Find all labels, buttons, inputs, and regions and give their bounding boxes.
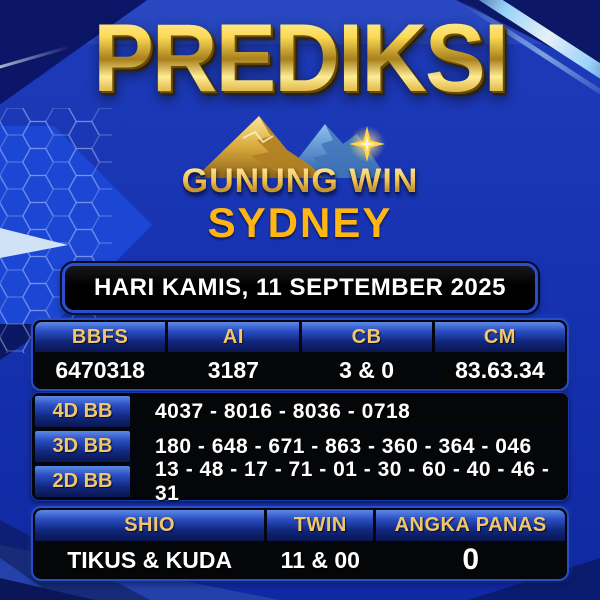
date-banner: HARI KAMIS, 11 SEPTEMBER 2025 bbox=[62, 263, 538, 313]
row-value-4d: 4037 - 8016 - 8036 - 0718 bbox=[140, 396, 565, 427]
summary-header-shio: SHIO bbox=[35, 510, 265, 541]
summary-table: SHIO TWIN ANGKA PANAS TIKUS & KUDA 11 & … bbox=[31, 506, 569, 581]
row-value-3d: 180 - 648 - 671 - 863 - 360 - 364 - 046 bbox=[140, 431, 565, 462]
prediction-row-4d: 4D BB 4037 - 8016 - 8036 - 0718 bbox=[35, 396, 565, 427]
stats-value-row: 6470318 3187 3 & 0 83.63.34 bbox=[35, 354, 565, 387]
prediction-row-2d: 2D BB 13 - 48 - 17 - 71 - 01 - 30 - 60 -… bbox=[35, 458, 565, 505]
page-title: PREDIKSI bbox=[0, 4, 600, 114]
stats-value-cm: 83.63.34 bbox=[434, 354, 565, 387]
stats-header-cb: CB bbox=[301, 322, 432, 352]
summary-value-twin: 11 & 00 bbox=[267, 543, 374, 577]
stats-header-row: BBFS AI CB CM bbox=[35, 322, 565, 352]
summary-header-row: SHIO TWIN ANGKA PANAS bbox=[35, 510, 565, 541]
stats-header-cm: CM bbox=[434, 322, 565, 352]
mountain-icon bbox=[195, 116, 387, 178]
row-label-4d: 4D BB bbox=[35, 396, 130, 427]
row-label-2d: 2D BB bbox=[35, 466, 130, 497]
prediction-row-3d: 3D BB 180 - 648 - 671 - 863 - 360 - 364 … bbox=[35, 431, 565, 462]
star-icon bbox=[349, 126, 385, 162]
stats-table: BBFS AI CB CM 6470318 3187 3 & 0 83.63.3… bbox=[31, 318, 569, 391]
summary-header-twin: TWIN bbox=[267, 510, 374, 541]
summary-header-angka-panas: ANGKA PANAS bbox=[376, 510, 565, 541]
summary-value-row: TIKUS & KUDA 11 & 00 0 bbox=[35, 543, 565, 577]
summary-value-shio: TIKUS & KUDA bbox=[35, 543, 265, 577]
prediction-rows: 4D BB 4037 - 8016 - 8036 - 0718 3D BB 18… bbox=[31, 392, 569, 505]
stats-header-bbfs: BBFS bbox=[35, 322, 166, 352]
stats-value-ai: 3187 bbox=[168, 354, 299, 387]
stats-value-cb: 3 & 0 bbox=[301, 354, 432, 387]
summary-value-angka-panas: 0 bbox=[376, 543, 565, 577]
row-label-3d: 3D BB bbox=[35, 431, 130, 462]
brand-name: GUNUNG WIN bbox=[0, 162, 600, 201]
market-name: SYDNEY bbox=[207, 199, 393, 246]
row-value-2d: 13 - 48 - 17 - 71 - 01 - 30 - 60 - 40 - … bbox=[140, 458, 565, 505]
stats-header-ai: AI bbox=[168, 322, 299, 352]
stats-value-bbfs: 6470318 bbox=[35, 354, 166, 387]
mountain-logo-icon bbox=[195, 116, 387, 178]
